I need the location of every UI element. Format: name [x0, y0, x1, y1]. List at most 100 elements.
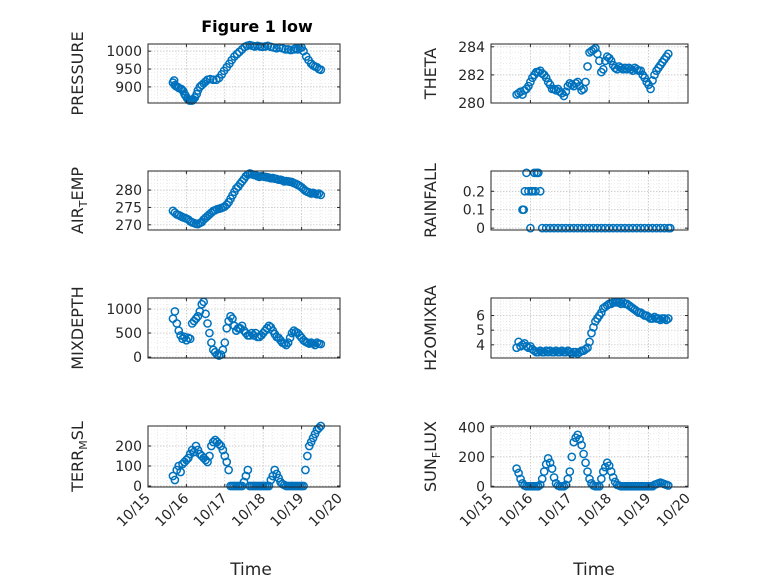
data-point [547, 464, 557, 473]
data-point [533, 168, 543, 178]
data-point [512, 464, 521, 473]
data-point [314, 189, 324, 198]
data-point [557, 346, 567, 356]
data-point [243, 465, 253, 475]
data-point [182, 455, 191, 465]
y-tick-label: 1000 [106, 44, 142, 60]
data-point [622, 64, 632, 74]
data-point [541, 346, 551, 356]
data-point [310, 340, 320, 350]
data-point [640, 73, 650, 83]
data-point [235, 47, 244, 57]
data-point [169, 76, 179, 85]
axes-background [491, 171, 688, 230]
data-point [237, 321, 247, 331]
data-point [591, 43, 600, 53]
data-point [201, 309, 210, 319]
data-point [524, 81, 533, 91]
y-axis-label: PRESSURE [68, 31, 87, 115]
data-point [559, 481, 569, 491]
y-tick-label: 200 [458, 450, 485, 466]
data-point [170, 475, 180, 485]
data-point [573, 430, 583, 440]
y-tick-label: 280 [458, 96, 485, 112]
data-point [174, 326, 184, 335]
data-point [567, 349, 577, 358]
data-point [518, 90, 527, 99]
data-point [663, 481, 673, 490]
data-point [583, 62, 592, 71]
data-point [285, 333, 295, 343]
y-axis-label: MIXDEPTH [68, 286, 87, 369]
data-point [201, 77, 210, 86]
data-point [606, 299, 616, 309]
data-point [526, 77, 535, 87]
y-tick-label: 5 [476, 323, 485, 339]
data-point [316, 339, 326, 349]
y-tick-label: 0 [133, 479, 142, 495]
data-point [581, 344, 590, 354]
data-point [626, 64, 636, 74]
data-point [222, 457, 232, 467]
x-axis-label-left: Time [229, 560, 272, 580]
axes-box [147, 425, 341, 488]
data-point [575, 434, 585, 444]
axes-box [490, 297, 689, 359]
data-point [533, 481, 543, 491]
data-point [177, 85, 187, 94]
y-axis-label: TERRMSL [68, 421, 90, 493]
data-point [571, 347, 581, 357]
data-point [541, 73, 551, 83]
y-tick-label: 0 [476, 479, 485, 495]
data-point [663, 49, 673, 59]
data-point [185, 334, 195, 344]
data-point [287, 328, 297, 338]
data-point [598, 64, 608, 74]
data-point [665, 223, 675, 233]
data-point [600, 462, 610, 472]
data-point [577, 86, 586, 95]
y-tick-label: 100 [115, 459, 142, 475]
data-point [516, 474, 525, 484]
subplot-pressure: 900 950 1000 PRESSURE [68, 31, 341, 116]
data-point [579, 449, 588, 459]
figure-title: Figure 1 low [201, 17, 313, 36]
y-tick-label: 500 [115, 326, 142, 342]
data-point [555, 347, 565, 357]
y-tick-label: 270 [115, 218, 142, 234]
data-point [545, 458, 555, 468]
y-axis-label: THETA [421, 48, 440, 100]
subplot-h2omixra: 456 H2OMIXRA [421, 285, 689, 371]
y-tick-label: 400 [458, 420, 485, 436]
data-point [596, 308, 606, 317]
data-point [316, 65, 326, 75]
data-point [581, 77, 590, 87]
subplot-theta: 280 282 284 THETA [421, 40, 689, 112]
data-point [660, 223, 669, 233]
data-point [214, 439, 224, 449]
data-point [581, 458, 590, 468]
axes-box [490, 170, 689, 231]
subplot-rainfall: 0 0.1 0.2 RAINFALL [421, 163, 689, 238]
data-point [533, 347, 543, 357]
data-point [226, 311, 235, 321]
data-point [549, 473, 559, 482]
data-point [614, 298, 624, 307]
data-point [176, 467, 185, 477]
data-point [587, 328, 596, 338]
data-point [535, 346, 545, 356]
data-point [644, 312, 653, 322]
data-point [656, 315, 665, 325]
data-point [620, 63, 630, 73]
y-axis-label: H2OMIXRA [421, 285, 440, 371]
data-point [646, 84, 655, 94]
data-point [247, 328, 257, 338]
y-tick-label: 200 [115, 439, 142, 455]
y-tick-label: 1000 [106, 302, 142, 318]
data-point [654, 314, 663, 323]
data-point [661, 315, 671, 325]
data-point [222, 200, 232, 210]
data-point [197, 299, 207, 309]
